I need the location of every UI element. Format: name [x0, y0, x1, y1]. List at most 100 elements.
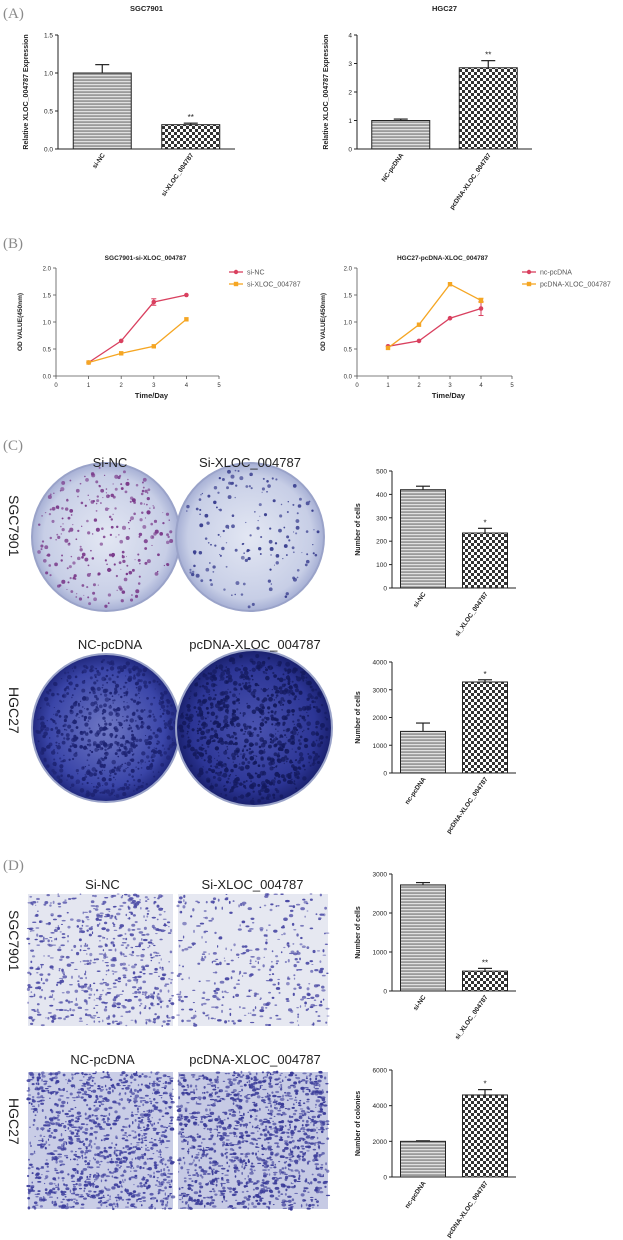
- cell: [127, 905, 130, 909]
- colony: [128, 724, 131, 727]
- colony: [224, 680, 229, 684]
- cell: [165, 1106, 167, 1110]
- cell: [264, 1106, 269, 1108]
- cell: [31, 1206, 35, 1209]
- cell: [293, 1202, 297, 1204]
- colony: [317, 755, 320, 758]
- colony: [140, 724, 144, 729]
- cell: [96, 1207, 101, 1209]
- cell: [304, 1001, 307, 1005]
- colony: [71, 694, 74, 697]
- colony: [280, 756, 286, 762]
- cell: [85, 1137, 89, 1141]
- colony: [288, 694, 290, 696]
- cell: [206, 1173, 211, 1175]
- cell: [224, 1073, 228, 1075]
- colony: [50, 750, 56, 755]
- cell: [31, 1105, 36, 1107]
- cell: [40, 965, 43, 969]
- cell: [67, 935, 69, 938]
- cell: [213, 989, 217, 992]
- cell: [239, 1094, 243, 1097]
- cell: [157, 896, 163, 898]
- colony: [93, 597, 97, 602]
- colony: [86, 759, 89, 762]
- cell: [121, 962, 127, 966]
- colony: [243, 684, 248, 689]
- colony: [111, 759, 116, 765]
- cell: [202, 991, 206, 995]
- cell: [146, 1147, 149, 1149]
- cell: [260, 1006, 264, 1010]
- colony: [110, 660, 115, 664]
- cell: [31, 1186, 35, 1189]
- colony: [105, 492, 107, 494]
- cell: [36, 1003, 40, 1006]
- colony: [217, 740, 221, 744]
- colony: [40, 548, 43, 551]
- colony: [139, 679, 143, 683]
- colony: [266, 689, 268, 691]
- cell: [130, 1204, 134, 1208]
- colony: [152, 713, 155, 716]
- cell: [106, 991, 112, 994]
- cell: [288, 1169, 293, 1171]
- cell: [44, 937, 49, 940]
- legend-marker: [233, 269, 239, 275]
- cell: [44, 1120, 50, 1124]
- colony: [128, 773, 131, 777]
- cell: [158, 1188, 162, 1192]
- cell: [105, 993, 108, 996]
- cell: [103, 937, 106, 939]
- cell: [272, 983, 277, 986]
- colony: [232, 731, 236, 734]
- cell: [78, 1187, 83, 1190]
- colony: [109, 691, 113, 695]
- colony: [130, 768, 135, 773]
- colony: [53, 681, 57, 686]
- cell: [159, 1149, 162, 1152]
- colony: [68, 681, 73, 686]
- cell: [161, 967, 164, 971]
- cell: [169, 1193, 173, 1195]
- cell: [64, 1195, 67, 1198]
- cell: [65, 1079, 67, 1081]
- colony: [118, 721, 121, 724]
- cell: [118, 993, 124, 996]
- cell: [202, 951, 207, 954]
- cell: [138, 1005, 142, 1007]
- colony: [231, 524, 235, 529]
- colony: [252, 761, 256, 765]
- colony: [283, 729, 285, 732]
- colony: [163, 751, 168, 755]
- cell: [76, 1132, 79, 1136]
- cell: [274, 1163, 277, 1166]
- colony: [286, 511, 289, 514]
- colony: [225, 766, 228, 768]
- cell: [51, 1159, 54, 1161]
- colony: [62, 523, 64, 525]
- cell: [259, 997, 262, 1000]
- cell: [309, 927, 314, 930]
- cell: [229, 1012, 232, 1017]
- cell: [106, 1071, 109, 1074]
- y-axis-label: OD VALUE(450nm): [17, 293, 24, 351]
- cell: [90, 1085, 94, 1087]
- cell: [141, 1139, 144, 1142]
- colony: [60, 677, 63, 680]
- colony: [297, 739, 301, 742]
- cell: [112, 1123, 117, 1125]
- colony: [123, 701, 125, 703]
- cell: [222, 1080, 226, 1083]
- cell: [161, 966, 164, 969]
- colony: [37, 523, 41, 526]
- cell: [146, 933, 150, 936]
- colony: [77, 495, 79, 498]
- cell: [157, 897, 160, 900]
- cell: [63, 1009, 68, 1011]
- cell: [166, 1166, 169, 1169]
- cell: [170, 1002, 175, 1006]
- cell: [137, 1127, 142, 1129]
- cell: [233, 1164, 238, 1167]
- cell: [119, 905, 124, 907]
